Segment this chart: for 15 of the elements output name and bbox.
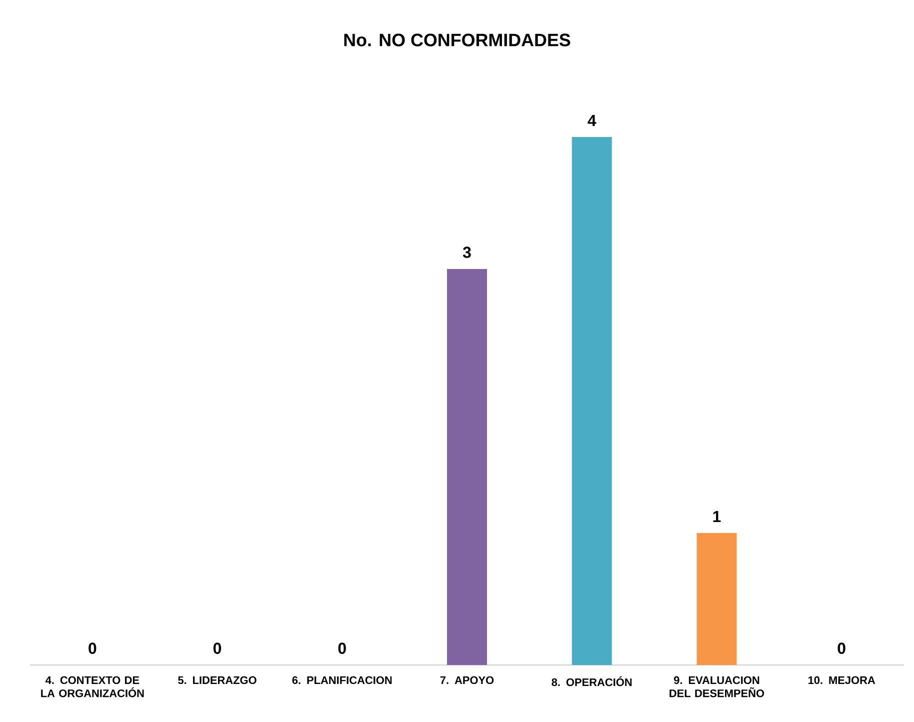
x-tick-label: 8. OPERACIÓN	[552, 676, 632, 686]
x-tick-label: 5. LIDERAZGO	[178, 676, 256, 684]
data-label: 1	[713, 510, 721, 522]
x-tick-label: 6. PLANIFICACION	[292, 676, 392, 684]
data-label: 3	[462, 246, 471, 258]
data-label: 0	[88, 642, 96, 654]
data-label: 0	[213, 642, 222, 654]
x-tick-label: 4. CONTEXTO DE LA ORGANIZACIÓN	[41, 676, 144, 698]
x-tick-label: 9. EVALUACION DEL DESEMPEÑO	[670, 676, 764, 698]
data-label: 4	[588, 114, 596, 126]
data-label: 0	[838, 642, 846, 654]
x-tick-label: 10. MEJORA	[808, 676, 876, 684]
x-tick-label: 7. APOYO	[440, 676, 494, 684]
chart-title: No. NO CONFORMIDADES	[344, 34, 570, 46]
data-label: 0	[338, 642, 346, 654]
